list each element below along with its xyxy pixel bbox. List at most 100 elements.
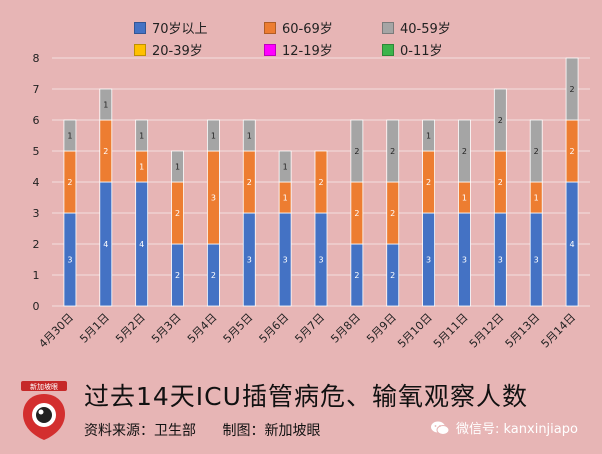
bar-segment [386, 119, 400, 183]
bar-value-label: 2 [462, 147, 467, 156]
bar-value-label: 3 [498, 256, 503, 265]
wechat-text: 微信号: kanxinjiapo [456, 422, 578, 437]
legend-item: 12-19岁 [264, 40, 333, 59]
bar-value-label: 2 [534, 147, 539, 156]
bar-segment [565, 57, 579, 121]
x-tick-label: 5月7日 [292, 311, 327, 346]
bar-segment [206, 119, 220, 152]
bar-segment [422, 119, 436, 152]
bar-value-label: 2 [498, 116, 503, 125]
legend-item: 40-59岁 [382, 18, 451, 37]
x-tick-label: 5月14日 [539, 311, 579, 351]
bar-value-label: 4 [139, 240, 144, 249]
legend-swatch [382, 43, 394, 56]
x-tick-label: 5月4日 [185, 311, 220, 346]
source-line: 资料来源：卫生部 制图：新加坡眼 [84, 420, 342, 440]
bar-value-label: 3 [426, 256, 431, 265]
bar-value-label: 3 [67, 256, 72, 265]
legend-swatch [264, 21, 276, 34]
legend-swatch [264, 43, 276, 56]
legend-label: 40-59岁 [400, 22, 451, 37]
x-tick-label: 5月13日 [503, 311, 543, 351]
bar-segment [278, 150, 292, 183]
legend-label: 70岁以上 [152, 22, 208, 37]
bar-value-label: 1 [247, 132, 252, 141]
credit-text: 制图：新加坡眼 [222, 423, 321, 439]
legend-item: 70岁以上 [134, 18, 208, 37]
y-tick-label: 0 [33, 300, 40, 313]
bar-value-label: 2 [354, 209, 359, 218]
x-tick-label: 5月10日 [395, 311, 435, 351]
bar-value-label: 1 [426, 132, 431, 141]
bar-value-label: 2 [67, 178, 72, 187]
bar-value-label: 2 [354, 147, 359, 156]
bar-value-label: 2 [247, 178, 252, 187]
bar-value-label: 2 [354, 271, 359, 280]
bar-value-label: 2 [175, 209, 180, 218]
bar-value-label: 3 [283, 256, 288, 265]
bar-value-label: 1 [283, 194, 288, 203]
legend-swatch [382, 21, 394, 34]
y-tick-label: 2 [33, 238, 40, 251]
logo-icon: 新加坡眼 [21, 381, 67, 440]
bar-segment [529, 119, 543, 183]
bar-segment [242, 119, 256, 152]
bar-value-label: 3 [462, 256, 467, 265]
bar-value-label: 2 [390, 147, 395, 156]
x-tick-label: 5月3日 [149, 311, 184, 346]
logo-label: 新加坡眼 [30, 382, 58, 391]
bar-value-label: 2 [175, 271, 180, 280]
bar-value-label: 2 [318, 178, 323, 187]
bar-value-label: 2 [426, 178, 431, 187]
bar-segment [458, 119, 471, 183]
x-tick-label: 5月8日 [328, 311, 363, 346]
bar-segment [493, 88, 507, 152]
bar-value-label: 1 [283, 163, 288, 172]
legend-item: 20-39岁 [134, 40, 203, 59]
wechat-id: 微信号: kanxinjiapo [430, 418, 578, 437]
source-text: 资料来源：卫生部 [84, 423, 196, 439]
x-tick-label: 5月1日 [77, 311, 112, 346]
x-tick-label: 5月6日 [257, 311, 292, 346]
legend-swatch [134, 21, 146, 34]
bar-value-label: 4 [103, 240, 108, 249]
x-tick-label: 4月30日 [36, 311, 76, 351]
x-tick-label: 5月9日 [364, 311, 399, 346]
bar-value-label: 2 [570, 147, 575, 156]
bar-value-label: 2 [390, 271, 395, 280]
bar-value-label: 1 [139, 163, 144, 172]
chart-title: 过去14天ICU插管病危、输氧观察人数 [84, 382, 528, 411]
bar-segment [135, 119, 149, 152]
bar-value-label: 3 [318, 256, 323, 265]
y-tick-label: 6 [33, 114, 40, 127]
legend-label: 60-69岁 [282, 22, 333, 37]
bar-value-label: 2 [211, 271, 216, 280]
bar-value-label: 2 [103, 147, 108, 156]
x-tick-label: 5月2日 [113, 311, 148, 346]
legend-swatch [134, 43, 146, 56]
y-tick-label: 8 [33, 52, 40, 65]
wechat-icon [431, 421, 450, 435]
bar-segment [350, 119, 364, 183]
bar-value-label: 3 [247, 256, 252, 265]
bar-segment [63, 119, 77, 152]
bar-value-label: 3 [534, 256, 539, 265]
bars: 3 2 1 4 2 1 4 1 1 2 2 1 2 3 1 3 2 1 3 1 1 3 2 2 2 2 2 2 2 3 2 1 3 1 2 3 2 2 3 1… [63, 57, 579, 307]
y-tick-label: 1 [33, 269, 40, 282]
x-axis-ticks: 4月30日 5月1日 5月2日 5月3日 5月4日 5月5日 5月6日 5月7日 5月8日 5月9… [36, 311, 578, 351]
x-tick-label: 5月11日 [431, 311, 471, 351]
bar-value-label: 3 [211, 194, 216, 203]
bar-segment [171, 150, 184, 183]
legend-item: 0-11岁 [382, 40, 443, 59]
bar-value-label: 1 [211, 132, 216, 141]
y-tick-label: 7 [33, 83, 40, 96]
legend-label: 20-39岁 [152, 44, 203, 59]
bar-segment [99, 88, 113, 121]
bar-value-label: 2 [570, 85, 575, 94]
bar-value-label: 1 [139, 132, 144, 141]
y-axis-ticks: 0 1 2 3 4 5 6 7 8 [33, 52, 40, 313]
legend-item: 60-69岁 [264, 18, 333, 37]
bar-value-label: 1 [534, 194, 539, 203]
legend-label: 12-19岁 [282, 44, 333, 59]
y-tick-label: 3 [33, 207, 40, 220]
